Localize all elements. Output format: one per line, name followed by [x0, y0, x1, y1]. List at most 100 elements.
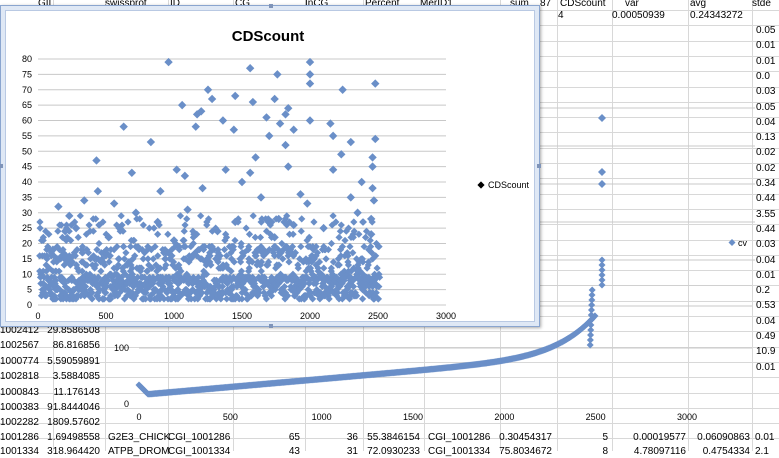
header-cell[interactable]: swissprot [105, 0, 147, 9]
id-cell[interactable]: 1002567 [0, 340, 39, 352]
id-cell[interactable]: 1002282 [0, 417, 39, 429]
bottom-row-cell[interactable]: 5 [602, 432, 608, 443]
data-point [598, 180, 606, 188]
data-point [303, 273, 311, 281]
resize-handle-top[interactable] [269, 4, 273, 8]
header-cell[interactable]: Percent [365, 0, 399, 9]
value-cell[interactable]: 5.59059891 [47, 355, 100, 367]
value-cell[interactable]: 3.5884085 [52, 371, 100, 383]
bottom-row-cell[interactable]: CGI_1001286 [428, 432, 491, 443]
bottom-row-cell[interactable]: 2.1 [755, 446, 769, 457]
resize-handle-left[interactable] [0, 164, 3, 168]
header-cell[interactable]: ID [170, 0, 180, 9]
bottom-row-cell[interactable]: 0.01 [755, 432, 775, 443]
stde-cell[interactable]: 0.0 [756, 70, 770, 82]
header-cell[interactable]: avg [690, 0, 707, 9]
cell-avg-top[interactable]: 0.24343272 [690, 10, 743, 21]
stde-cell[interactable]: 0.02 [756, 162, 776, 174]
bottom-row-cell[interactable]: 0.00019577 [633, 432, 686, 443]
bottom-row-cell[interactable]: 1001334 [0, 446, 39, 457]
stde-cell[interactable]: 0.04 [756, 315, 776, 327]
id-cell[interactable]: 1000843 [0, 386, 39, 398]
header-cell[interactable]: InCG [305, 0, 328, 9]
resize-handle-right[interactable] [537, 164, 541, 168]
chart-window[interactable]: CDScount 0 5 10 15 20 25 30 35 40 45 50 55 60 65 70 75 80… [0, 4, 541, 328]
y-tick-label: 10 [22, 269, 32, 279]
data-point [44, 276, 53, 284]
cv-chart[interactable]: 100 0 0 500 1000 1500 2000 2500 3000 [107, 284, 752, 450]
value-cell[interactable]: 11.176143 [53, 386, 100, 398]
header-cell[interactable]: var [625, 0, 639, 9]
stde-cell[interactable]: 0.2 [756, 285, 770, 297]
bottom-row-cell[interactable]: CGI_1001286 [168, 432, 231, 443]
stde-cell[interactable]: 0.13 [756, 132, 776, 144]
value-cell[interactable]: 1809.57602 [47, 417, 100, 429]
stde-cell[interactable]: 0.03 [756, 239, 776, 251]
stde-cell[interactable]: 0.02 [756, 147, 776, 159]
bottom-row-cell[interactable]: 1001286 [0, 432, 39, 443]
value-cell[interactable]: 91.8444046 [47, 402, 100, 413]
header-cell[interactable]: MerID1 [420, 0, 453, 9]
data-point [122, 249, 130, 257]
stde-cell[interactable]: 0.34 [756, 178, 776, 189]
id-cell[interactable]: 1000774 [0, 355, 39, 367]
bottom-row-cell[interactable]: 0.30454317 [499, 432, 552, 443]
data-point [349, 233, 357, 241]
data-point [60, 276, 69, 284]
data-point [214, 282, 223, 291]
header-cell[interactable]: CG [235, 0, 250, 9]
data-point [264, 261, 272, 269]
stde-cell[interactable]: 3.55 [756, 208, 776, 220]
bottom-row-cell[interactable]: 55.3846154 [367, 432, 420, 443]
cell-cdscount-top[interactable]: 4 [558, 10, 564, 21]
data-point [368, 183, 377, 193]
data-point [203, 85, 213, 94]
stde-cell[interactable]: 0.05 [756, 25, 776, 36]
bottom-row-cell[interactable]: 65 [288, 432, 300, 443]
bottom-row-cell[interactable]: G2E3_CHICK [108, 432, 171, 443]
data-point [71, 218, 79, 226]
bottom-row-cell[interactable]: 36 [346, 432, 358, 443]
data-point [114, 292, 122, 300]
cv-y-tick: 0 [124, 399, 129, 409]
header-cell[interactable]: sum [510, 0, 529, 9]
id-cell[interactable]: 1002412 [0, 325, 39, 336]
data-point [203, 289, 211, 297]
bottom-row-cell[interactable]: 1.69498558 [47, 432, 100, 443]
bottom-row-cell[interactable]: 0.06090863 [697, 432, 750, 443]
data-point [250, 279, 259, 288]
data-point [344, 258, 352, 266]
stde-cell[interactable]: 10.9 [756, 346, 776, 358]
stde-cell[interactable]: 0.49 [756, 331, 776, 342]
stde-cell[interactable]: 0.05 [756, 101, 776, 113]
data-point [143, 267, 152, 275]
stde-cell[interactable]: 0.01 [756, 361, 776, 373]
bottom-row-cell[interactable]: 318.964420 [47, 446, 100, 457]
resize-handle-bottom[interactable] [269, 324, 273, 328]
chart-plot-area[interactable]: CDScount 0 5 10 15 20 25 30 35 40 45 50 55 60 65 70 75 80… [5, 10, 535, 322]
stde-cell[interactable]: 0.03 [756, 86, 776, 98]
stde-cell[interactable]: 0.04 [756, 116, 776, 128]
header-cell[interactable]: stde [752, 0, 771, 9]
value-cell[interactable]: 86.816856 [52, 340, 100, 352]
header-cell[interactable]: GII [38, 0, 51, 9]
header-cell[interactable]: CDScount [560, 0, 606, 9]
stde-cell[interactable]: 0.04 [756, 254, 776, 266]
stde-cell[interactable]: 0.44 [756, 223, 776, 235]
cell-var-top[interactable]: 0.00050939 [612, 10, 665, 21]
data-point [202, 270, 211, 278]
data-point [73, 264, 81, 272]
header-cell[interactable]: 87 [540, 0, 552, 9]
value-cell[interactable]: 29.8586508 [47, 325, 100, 336]
id-cell[interactable]: 1000383 [0, 402, 39, 413]
stde-cell[interactable]: 0.01 [756, 40, 776, 52]
stde-cell[interactable]: 0.01 [756, 269, 776, 281]
stde-cell[interactable]: 0.01 [756, 55, 776, 67]
stde-cell[interactable]: 0.44 [756, 193, 776, 205]
data-point [120, 255, 128, 263]
stde-cell[interactable]: 0.53 [756, 300, 776, 312]
id-cell[interactable]: 1002818 [0, 371, 39, 383]
data-point [312, 242, 320, 251]
data-point [233, 292, 241, 300]
